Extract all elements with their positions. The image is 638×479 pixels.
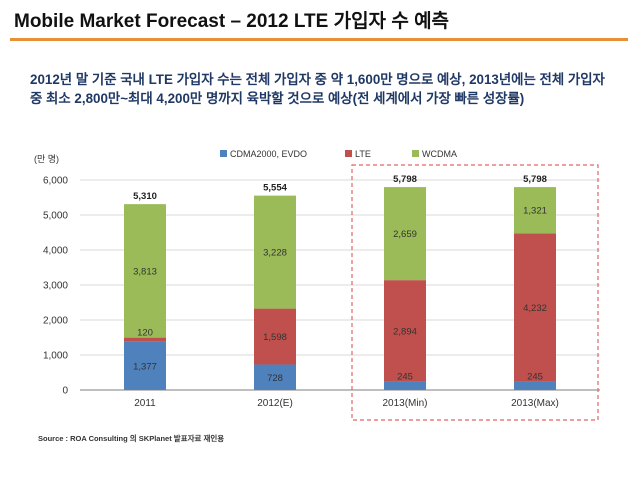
data-label: 120: [137, 328, 153, 339]
x-tick-label: 2011: [134, 398, 156, 409]
bar-segment: [514, 187, 556, 234]
y-tick-label: 2,000: [43, 316, 68, 327]
bar-segment: [124, 337, 166, 342]
legend-label: WCDMA: [422, 149, 457, 159]
bar-segment: [254, 364, 296, 390]
total-label: 5,554: [263, 183, 287, 194]
legend-swatch: [220, 150, 227, 157]
data-label: 245: [397, 371, 413, 382]
bar-segment: [384, 280, 426, 382]
source-note: Source : ROA Consulting 의 SKPlanet 발표자료 …: [38, 434, 225, 443]
legend: CDMA2000, EVDO LTE WCDMA: [220, 149, 457, 159]
data-label: 1,598: [263, 332, 287, 343]
y-tick-label: 1,000: [43, 351, 68, 362]
bar-segment: [254, 195, 296, 309]
total-label: 5,310: [133, 191, 157, 202]
legend-swatch: [345, 150, 352, 157]
y-tick-label: 5,000: [43, 211, 68, 222]
total-label: 5,798: [523, 174, 547, 185]
data-label: 1,321: [523, 206, 547, 217]
legend-label: CDMA2000, EVDO: [230, 149, 307, 159]
bar-segment: [514, 381, 556, 390]
data-label: 2,894: [393, 326, 417, 337]
unit-label: (만 명): [34, 154, 59, 164]
x-tick-label: 2013(Max): [511, 398, 559, 409]
bars: [124, 187, 556, 390]
data-label: 3,228: [263, 248, 287, 259]
y-tick-label: 0: [62, 386, 68, 397]
bar-segment: [384, 381, 426, 390]
y-tick-label: 4,000: [43, 246, 68, 257]
total-label: 5,798: [393, 174, 417, 185]
legend-swatch: [412, 150, 419, 157]
data-label: 3,813: [133, 266, 157, 277]
bar-segment: [384, 187, 426, 281]
x-tick-label: 2013(Min): [382, 398, 427, 409]
bar-segment: [124, 204, 166, 338]
headline-text: 2012년 말 기준 국내 LTE 가입자 수는 전체 가입자 중 약 1,60…: [30, 72, 605, 106]
page-title: Mobile Market Forecast – 2012 LTE 가입자 수 …: [14, 11, 450, 32]
y-tick-label: 3,000: [43, 281, 68, 292]
bar-segment: [124, 341, 166, 390]
bar-segment: [254, 308, 296, 365]
y-tick-label: 6,000: [43, 176, 68, 187]
x-tick-label: 2012(E): [257, 398, 293, 409]
x-axis: 2011 2012(E) 2013(Min) 2013(Max): [80, 389, 600, 409]
data-label: 728: [267, 373, 283, 384]
y-axis: 0 1,000 2,000 3,000 4,000 5,000 6,000: [43, 176, 68, 397]
gridlines: [80, 179, 600, 356]
data-label: 1,377: [133, 361, 157, 372]
data-labels: 1,377 120 3,813 5,310 728 1,598 3,228 5,554 245 2…: [133, 174, 547, 384]
data-label: 2,659: [393, 229, 417, 240]
title-underline: [10, 38, 628, 41]
highlight-box-2013: [351, 164, 599, 421]
bar-segment: [514, 233, 556, 382]
data-label: 4,232: [523, 303, 547, 314]
data-label: 245: [527, 371, 543, 382]
legend-label: LTE: [355, 149, 371, 159]
